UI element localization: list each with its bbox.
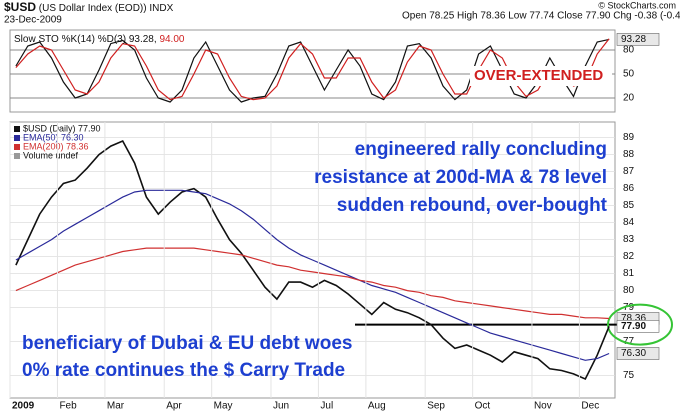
y-tick-label: 77: [623, 336, 635, 347]
legend: Slow STO %K(14) %D(3) 93.28, 94.00: [14, 34, 185, 45]
legend-swatch: [14, 153, 20, 159]
symbol: $USD: [4, 0, 36, 14]
series-line: [15, 139, 610, 381]
legend-swatch: [14, 135, 20, 141]
y-tick-label: 79: [623, 302, 635, 313]
y-tick-label: 83: [623, 234, 635, 245]
y-tick-label: 20: [623, 93, 635, 104]
annotation: sudden rebound, over-bought: [337, 195, 608, 216]
y-tick-label: 84: [623, 217, 635, 228]
annotation: resistance at 200d-MA & 78 level: [314, 167, 607, 188]
legend-swatch: [14, 126, 20, 132]
legend-swatch: [14, 144, 20, 150]
x-tick-label: Nov: [534, 401, 552, 412]
y-tick-label: 80: [623, 45, 635, 56]
y-tick-label: 86: [623, 183, 635, 194]
legend-entry: EMA(200) 78.36: [23, 141, 89, 151]
x-tick-label: Jun: [273, 401, 289, 412]
highlight-ellipse: [607, 303, 673, 346]
legend-entry: $USD (Daily) 77.90: [23, 123, 101, 133]
header-line: $USD (US Dollar Index (EOD)) INDX: [4, 0, 174, 14]
y-tick-label: 88: [623, 149, 635, 160]
value-badge: 93.28: [616, 33, 660, 46]
badge-box: [616, 347, 660, 360]
annotation: engineered rally concluding: [355, 139, 607, 160]
badge-label: 93.28: [621, 34, 646, 45]
y-tick-label: 80: [623, 285, 635, 296]
badge-label: 76.30: [621, 348, 646, 359]
note: beneficiary of Dubai & EU debt woes: [22, 333, 352, 354]
annotation: OVER-EXTENDED: [474, 67, 603, 84]
date: 23-Dec-2009: [4, 15, 62, 26]
y-tick-label: 81: [623, 268, 635, 279]
credit: © StockCharts.com: [598, 0, 676, 10]
x-tick-label: May: [214, 401, 233, 412]
value-badge: 77.90: [616, 319, 660, 333]
x-tick-label: 2009: [12, 401, 35, 412]
exchange: INDX: [149, 3, 173, 14]
y-tick-label: 89: [623, 132, 635, 143]
y-tick-label: 85: [623, 200, 635, 211]
name: (US Dollar Index (EOD)): [39, 3, 147, 14]
annotation-bg: [470, 66, 612, 86]
x-tick-label: Mar: [107, 401, 125, 412]
badge-box: [616, 319, 660, 333]
value-badge: 76.30: [616, 347, 660, 360]
y-tick-label: 75: [623, 370, 635, 381]
x-tick-label: Dec: [581, 401, 599, 412]
legend-entry: 94.00: [159, 34, 184, 45]
x-tick-label: Sep: [427, 401, 445, 412]
x-tick-label: Feb: [59, 401, 77, 412]
badge-box: [616, 33, 660, 46]
x-tick-label: Apr: [166, 401, 182, 412]
y-tick-label: 82: [623, 251, 635, 262]
y-tick-label: 87: [623, 166, 635, 177]
badge-label: 78.36: [621, 313, 646, 324]
badge-label: 77.90: [621, 321, 646, 332]
y-tick-label: 50: [623, 69, 635, 80]
series-line: [15, 247, 610, 320]
legend-entry: EMA(50) 76.30: [23, 132, 84, 142]
quote: Open 78.25 High 78.36 Low 77.74 Close 77…: [402, 11, 680, 22]
x-tick-label: Aug: [368, 401, 386, 412]
x-tick-label: Jul: [320, 401, 333, 412]
legend-entry: Volume undef: [23, 150, 79, 160]
series-line: [15, 189, 610, 361]
x-tick-label: Oct: [475, 401, 491, 412]
note: 0% rate continues the $ Carry Trade: [22, 360, 345, 381]
legend-entry: Slow STO %K(14) %D(3) 93.28,: [14, 34, 157, 45]
